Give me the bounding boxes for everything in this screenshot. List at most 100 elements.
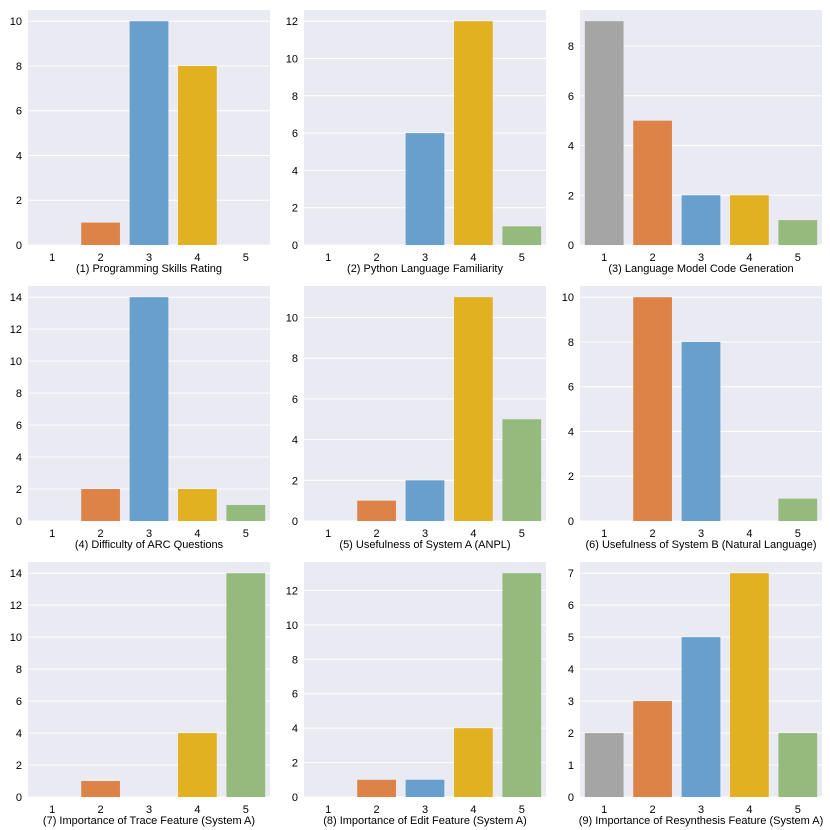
x-tick-label: 3 [698, 252, 704, 264]
y-tick-label: 2 [292, 203, 298, 215]
bar-2 [357, 779, 396, 797]
bar-2 [81, 781, 120, 797]
chart-title: (6) Usefulness of System B (Natural Lang… [585, 539, 816, 551]
bar-3 [681, 341, 721, 521]
x-tick-label: 1 [601, 528, 607, 540]
x-tick-label: 5 [243, 252, 249, 264]
x-tick-label: 3 [146, 804, 152, 816]
y-tick-label: 0 [16, 792, 22, 804]
x-tick-label: 1 [49, 528, 55, 540]
x-tick-label: 3 [422, 804, 428, 816]
x-tick-label: 5 [795, 252, 801, 264]
bar-1 [584, 733, 624, 797]
y-tick-label: 6 [568, 600, 574, 612]
x-tick-label: 2 [98, 528, 104, 540]
y-tick-label: 8 [16, 664, 22, 676]
y-tick-label: 0 [292, 240, 298, 252]
y-tick-label: 6 [292, 128, 298, 140]
chart-title: (7) Importance of Trace Feature (System … [43, 815, 255, 827]
bar-3 [405, 133, 445, 245]
y-tick-label: 0 [16, 516, 22, 528]
y-tick-label: 14 [10, 568, 22, 580]
y-tick-label: 7 [568, 568, 574, 580]
x-tick-label: 5 [519, 252, 525, 264]
bar-5 [226, 505, 266, 521]
bar-3 [129, 21, 169, 245]
x-tick-label: 2 [374, 804, 380, 816]
chart-title: (8) Importance of Edit Feature (System A… [323, 815, 527, 827]
x-tick-label: 4 [470, 804, 476, 816]
bar-4 [454, 728, 493, 797]
bar-3 [681, 195, 721, 245]
x-tick-label: 4 [470, 528, 476, 540]
y-tick-label: 4 [292, 435, 298, 447]
bar-5 [778, 220, 818, 245]
x-tick-label: 1 [49, 804, 55, 816]
y-tick-label: 8 [292, 91, 298, 103]
x-tick-label: 3 [698, 528, 704, 540]
y-tick-label: 3 [568, 696, 574, 708]
x-tick-label: 1 [325, 804, 331, 816]
y-tick-label: 10 [286, 620, 298, 632]
bar-4 [454, 21, 493, 245]
bar-3 [681, 637, 721, 797]
y-tick-label: 6 [16, 106, 22, 118]
y-tick-label: 2 [292, 475, 298, 487]
bar-4 [730, 195, 769, 245]
y-tick-label: 4 [292, 165, 298, 177]
y-tick-label: 2 [568, 190, 574, 202]
y-tick-label: 4 [568, 664, 574, 676]
x-tick-label: 4 [194, 252, 200, 264]
y-tick-label: 0 [568, 516, 574, 528]
x-tick-label: 3 [146, 528, 152, 540]
bar-3 [129, 297, 169, 521]
y-tick-label: 6 [16, 420, 22, 432]
x-tick-label: 2 [650, 804, 656, 816]
x-tick-label: 4 [746, 804, 752, 816]
x-tick-label: 2 [650, 252, 656, 264]
y-tick-label: 8 [568, 337, 574, 349]
y-tick-label: 6 [292, 394, 298, 406]
y-tick-label: 6 [292, 689, 298, 701]
bar-2 [357, 500, 396, 521]
y-tick-label: 4 [568, 426, 574, 438]
x-tick-label: 4 [746, 528, 752, 540]
x-tick-label: 1 [325, 528, 331, 540]
x-tick-label: 3 [422, 528, 428, 540]
y-tick-label: 1 [568, 760, 574, 772]
y-tick-label: 10 [286, 53, 298, 65]
y-tick-label: 6 [568, 382, 574, 394]
bar-5 [778, 498, 818, 521]
y-tick-label: 12 [10, 324, 22, 336]
y-tick-label: 8 [292, 654, 298, 666]
bar-2 [633, 120, 672, 245]
y-tick-label: 8 [292, 353, 298, 365]
bar-4 [178, 489, 217, 521]
y-tick-label: 2 [292, 758, 298, 770]
y-tick-label: 0 [292, 516, 298, 528]
y-tick-label: 4 [292, 723, 298, 735]
chart-title: (4) Difficulty of ARC Questions [75, 539, 224, 551]
bar-2 [81, 222, 120, 245]
x-tick-label: 5 [519, 528, 525, 540]
y-tick-label: 8 [16, 388, 22, 400]
y-tick-label: 4 [16, 150, 22, 162]
y-tick-label: 0 [568, 240, 574, 252]
x-tick-label: 1 [601, 804, 607, 816]
y-tick-label: 10 [10, 16, 22, 28]
chart-title: (9) Importance of Resynthesis Feature (S… [579, 815, 824, 827]
x-tick-label: 3 [422, 252, 428, 264]
y-tick-label: 4 [568, 141, 574, 153]
bar-4 [178, 733, 217, 797]
x-tick-label: 1 [49, 252, 55, 264]
y-tick-label: 12 [286, 585, 298, 597]
x-tick-label: 5 [795, 528, 801, 540]
bar-5 [226, 573, 266, 797]
x-tick-label: 5 [795, 804, 801, 816]
